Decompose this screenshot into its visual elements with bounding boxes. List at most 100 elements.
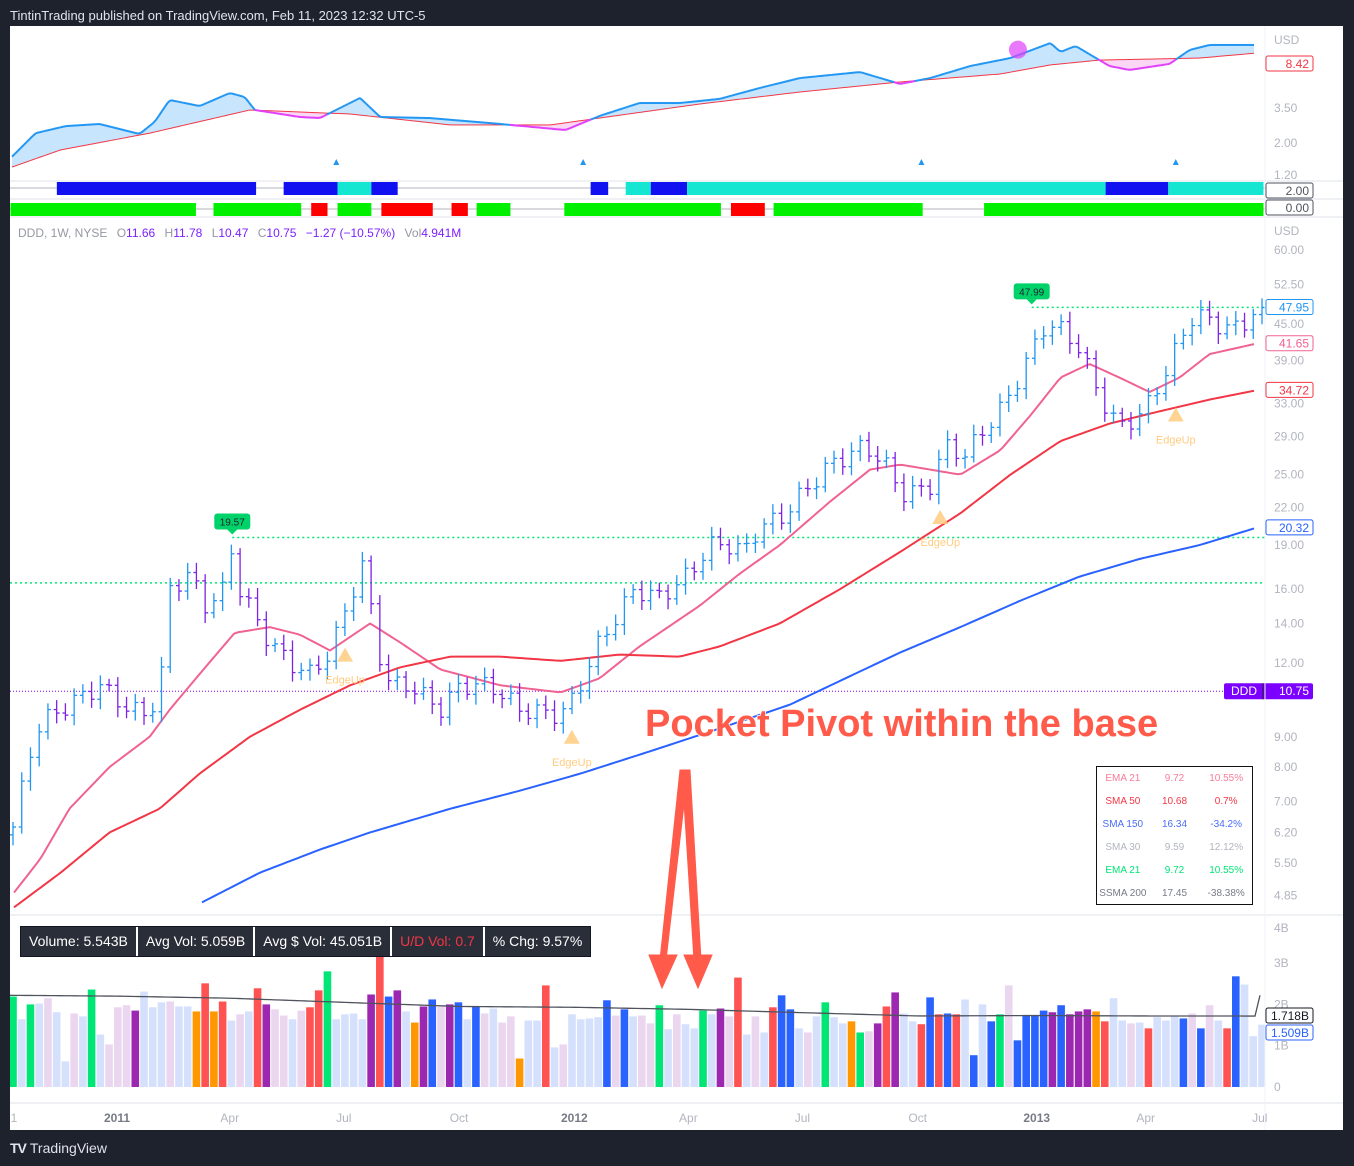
rs-line (983, 61, 988, 65)
rs-ma-line (101, 141, 106, 143)
rs-line (767, 84, 772, 87)
rs-line (1109, 65, 1114, 68)
rs-fill (756, 88, 759, 98)
volume-bar (323, 971, 332, 1087)
price-axis[interactable]: USD 3.50 2.00 1.20 USD 60.00 52.50 45.00 39.00 33… (1224, 26, 1314, 1130)
volume-pane[interactable] (9, 954, 1266, 1087)
state-bands-pane[interactable] (10, 182, 1265, 216)
rs-ma-line (50, 151, 55, 154)
price-bar (953, 433, 960, 467)
rs-line (1037, 45, 1042, 49)
volume-bar (524, 1020, 533, 1087)
rs-fill (993, 60, 996, 75)
volume-bar (734, 977, 742, 1087)
ma-table-row: SMA 30 9.59 12.12% (1097, 836, 1252, 859)
price-bar (568, 685, 575, 715)
volume-bar (402, 1011, 410, 1087)
rs-line (917, 78, 922, 82)
rs-line (950, 69, 955, 73)
volume-bar (795, 1028, 803, 1087)
rs-ma-line (17, 163, 22, 166)
price-bar (280, 634, 287, 661)
price-bar (918, 478, 925, 497)
price-axis-tick: 6.20 (1274, 825, 1298, 839)
rs-fill (174, 100, 177, 128)
arrow-head-left (648, 954, 678, 990)
rs-fill (450, 119, 453, 125)
annotation-arrows (648, 769, 713, 990)
state-band-segment (381, 203, 433, 216)
rs-fill (1062, 50, 1065, 64)
volume-bar (131, 1010, 140, 1087)
rs-line (941, 72, 946, 76)
legend-h-label: H (164, 226, 174, 240)
volume-bar (445, 1004, 454, 1087)
volume-bar (533, 1020, 541, 1087)
rs-fill (849, 72, 852, 88)
price-bar (1066, 311, 1073, 354)
rs-fill (840, 73, 843, 88)
rs-fill (447, 119, 450, 125)
rs-line (788, 79, 793, 82)
price-bar (691, 561, 698, 581)
price-bar (1005, 385, 1012, 412)
volume-bar (166, 1001, 175, 1087)
time-axis-label: 2012 (561, 1111, 588, 1125)
volume-bar (882, 1006, 891, 1087)
rs-fill (432, 118, 435, 124)
volume-value: Volume: 5.543B (21, 927, 138, 956)
rs-line (617, 108, 622, 111)
rs-fill (1059, 50, 1062, 65)
rs-line (968, 64, 973, 68)
volume-bar (463, 1019, 471, 1087)
volume-bar (1092, 1011, 1100, 1087)
rs-line (218, 95, 223, 99)
rs-ma-line (206, 118, 211, 121)
rs-line (47, 128, 52, 132)
rs-ma-line (1022, 68, 1027, 71)
volume-bar (838, 1023, 847, 1087)
rs-fill (1215, 44, 1218, 57)
price-bar (298, 662, 305, 681)
rs-ma-line (1013, 70, 1018, 73)
price-bar (1215, 311, 1222, 344)
rs-line (626, 105, 631, 109)
rs-line (923, 77, 928, 81)
price-bar (385, 654, 392, 691)
rs-ma-line (74, 146, 79, 148)
rs-fill (1197, 47, 1200, 59)
rs-fill (309, 112, 312, 118)
price-bar (743, 533, 750, 553)
volume-bar (856, 1032, 865, 1087)
rs-fill (1005, 58, 1008, 74)
rs-fill (357, 97, 360, 116)
volume-bar (786, 1009, 795, 1087)
volume-bar (96, 1034, 105, 1087)
price-bar (184, 562, 191, 600)
rs-fill (843, 73, 846, 88)
rs-ma-line (1010, 71, 1015, 73)
rs-fill (63, 126, 66, 150)
price-pane[interactable]: 19.57 47.99 EdgeUp EdgeUp EdgeUp EdgeUp (10, 283, 1265, 909)
rs-line (251, 105, 256, 111)
rs-line (911, 80, 916, 83)
rs-line (125, 129, 130, 133)
relative-strength-pane[interactable] (11, 40, 1255, 168)
high-tag (1013, 283, 1050, 300)
rs-fill (1161, 58, 1164, 66)
rs-line (926, 77, 931, 80)
time-axis[interactable]: 1 2011 Apr Jul Oct 2012 Apr Jul Oct 2013 Apr Jul (11, 1111, 1268, 1125)
rs-line (1184, 50, 1189, 54)
state-band-segment (984, 203, 1264, 216)
time-axis-label: Apr (679, 1111, 698, 1125)
rs-line (14, 149, 19, 155)
price-bar (1206, 300, 1213, 326)
rs-fill (1065, 48, 1068, 64)
price-bar (350, 586, 357, 621)
ma-pct: 10.55% (1209, 865, 1244, 876)
rs-fill (636, 103, 639, 113)
price-bar (848, 442, 855, 476)
rs-fill (1008, 57, 1011, 73)
time-axis-label: Jul (1252, 1111, 1267, 1125)
